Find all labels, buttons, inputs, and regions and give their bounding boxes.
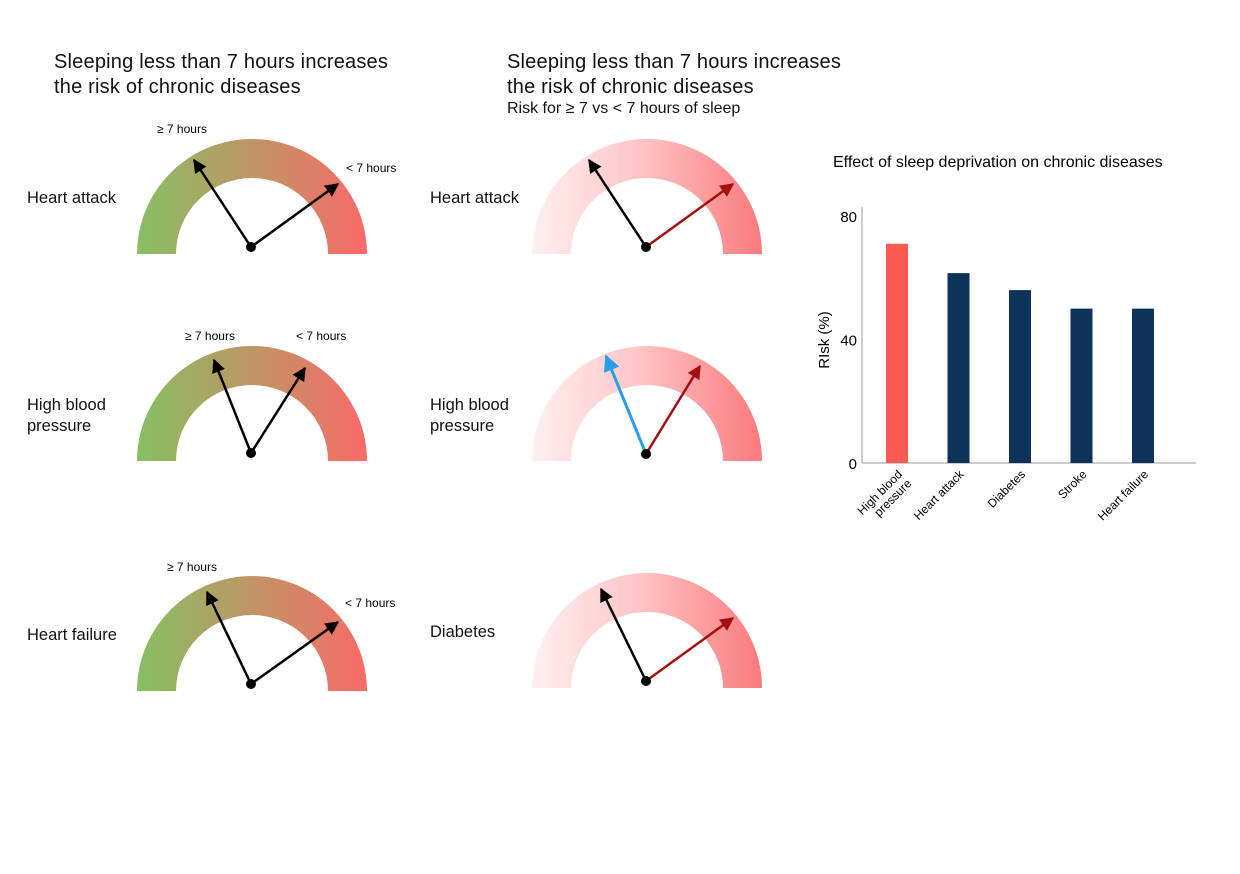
needle-pivot [246, 679, 256, 689]
middle-title-line-2: the risk of chronic diseases [507, 76, 754, 98]
bar-chart: Effect of sleep deprivation on chronic d… [816, 154, 1196, 527]
y-tick-label: 40 [840, 333, 857, 350]
x-tick-label: Heart failure [1095, 467, 1151, 523]
middle-gauge-label-high-blood-pressure: High blood pressure [430, 395, 509, 437]
left-title-line-2: the risk of chronic diseases [54, 76, 301, 98]
middle-gauge-high-blood-pressure [532, 346, 762, 461]
label-line: Heart failure [27, 626, 117, 644]
needle-low [205, 590, 253, 685]
needle-high [249, 366, 307, 454]
needle-high-label: < 7 hours [346, 161, 396, 175]
needle-high-label: < 7 hours [345, 596, 395, 610]
gauge-arc [137, 139, 367, 254]
x-tick-label: High bloodpressure [855, 467, 915, 527]
middle-gauge-label-diabetes: Diabetes [430, 622, 495, 643]
needle-pivot [641, 242, 651, 252]
bar-stroke [1070, 308, 1093, 463]
bar-diabetes [1009, 290, 1031, 463]
bar-heart-attack [947, 273, 970, 463]
left-gauge-high-blood-pressure: ≥ 7 hours < 7 hours [137, 329, 367, 461]
needle-high [644, 364, 702, 455]
left-gauge-label-heart-attack: Heart attack [27, 188, 116, 209]
needle-high [250, 620, 340, 686]
left-title-line-1: Sleeping less than 7 hours increases [54, 51, 389, 73]
gauge-arc [532, 139, 762, 254]
left-gauge-label-heart-failure: Heart failure [27, 625, 117, 646]
x-tick-label: Heart attack [911, 467, 967, 523]
needle-low [599, 587, 648, 682]
y-axis-label: RIsk (%) [816, 311, 833, 369]
needle-high-label: < 7 hours [296, 329, 346, 343]
label-line: Heart attack [27, 189, 116, 207]
needle-high [645, 616, 735, 683]
label-line: pressure [27, 417, 92, 435]
y-tick-label: 80 [840, 209, 857, 226]
bar-heart-failure [1132, 308, 1154, 463]
needle-pivot [246, 242, 256, 252]
label-line: High blood [430, 396, 509, 414]
left-gauge-heart-failure: ≥ 7 hours < 7 hours [137, 560, 395, 691]
middle-panel-subtitle: Risk for ≥ 7 vs < 7 hours of sleep [507, 100, 741, 117]
left-gauge-label-high-blood-pressure: High blood pressure [27, 395, 106, 437]
bar-high-blood-pressure [886, 243, 908, 463]
gauge-arc [532, 346, 762, 461]
x-tick-label: Stroke [1055, 467, 1090, 502]
middle-title-line-1: Sleeping less than 7 hours increases [507, 51, 842, 73]
needle-low [192, 158, 253, 248]
middle-gauge-heart-attack [532, 139, 762, 254]
gauge-arc [532, 573, 762, 688]
y-tick-label: 0 [849, 456, 857, 473]
chart-title: Effect of sleep deprivation on chronic d… [833, 154, 1163, 171]
middle-gauge-diabetes [532, 573, 762, 688]
bars-group [886, 243, 1154, 463]
left-panel-title: Sleeping less than 7 hours increases the… [54, 50, 388, 100]
needle-low [587, 158, 648, 248]
label-line: pressure [430, 417, 495, 435]
needle-high [645, 182, 735, 249]
needle-pivot [246, 448, 256, 458]
needle-pivot [641, 449, 651, 459]
label-line: Diabetes [430, 623, 496, 641]
y-ticks-group: 0 40 80 [840, 209, 857, 473]
label-line: High blood [27, 396, 106, 414]
left-gauge-heart-attack: ≥ 7 hours < 7 hours [137, 122, 396, 254]
needle-low-label: ≥ 7 hours [167, 560, 217, 574]
x-tick-label: Diabetes [985, 467, 1028, 510]
middle-gauge-label-heart-attack: Heart attack [430, 188, 519, 209]
gauge-arc [137, 576, 367, 691]
needle-low [603, 354, 648, 455]
needle-low [212, 358, 253, 454]
label-line: Heart attack [430, 189, 519, 207]
gauge-arc [137, 346, 367, 461]
needle-high [250, 182, 340, 249]
middle-panel-title: Sleeping less than 7 hours increases the… [507, 50, 841, 100]
needle-low-label: ≥ 7 hours [157, 122, 207, 136]
needle-pivot [641, 676, 651, 686]
needle-low-label: ≥ 7 hours [185, 329, 235, 343]
